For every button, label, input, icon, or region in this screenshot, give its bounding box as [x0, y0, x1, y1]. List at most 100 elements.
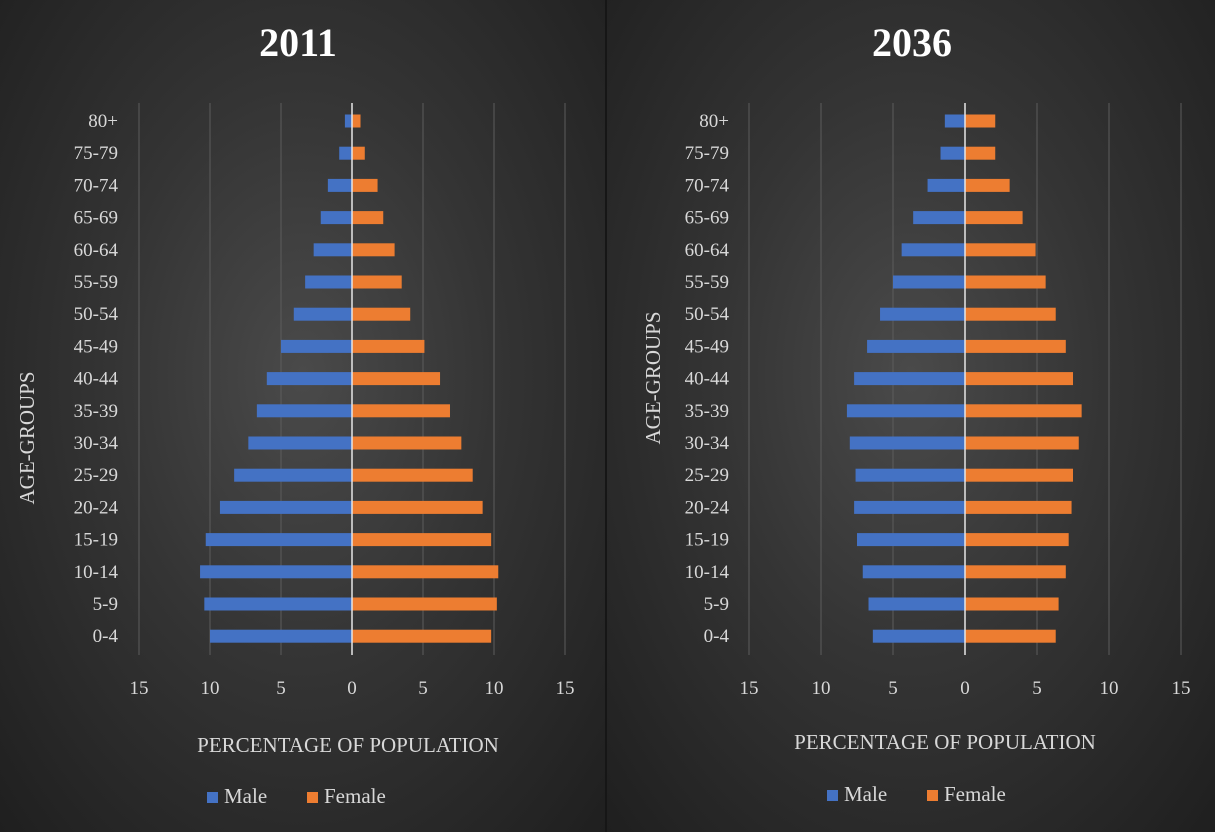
category-label: 0-4 [93, 626, 119, 647]
bar-male-40-44 [854, 372, 965, 386]
category-label: 65-69 [685, 208, 729, 229]
x-tick-label: 5 [888, 678, 898, 699]
legend-male-label: Male [224, 784, 267, 808]
category-label: 0-4 [704, 626, 730, 647]
legend-male-label: Male [844, 782, 887, 806]
bar-male-55-59 [893, 275, 965, 289]
bar-male-15-19 [205, 533, 352, 547]
category-label: 10-14 [685, 562, 730, 583]
bar-male-65-69 [320, 211, 352, 225]
bar-female-20-24 [965, 500, 1072, 514]
category-label: 70-74 [685, 175, 730, 196]
bar-male-55-59 [305, 275, 352, 289]
y-axis-title: AGE-GROUPS [15, 371, 39, 504]
bar-female-25-29 [352, 468, 473, 482]
bar-male-80+ [344, 114, 352, 128]
bar-female-75-79 [965, 146, 996, 160]
x-tick-label: 10 [485, 678, 504, 699]
bar-female-40-44 [352, 372, 441, 386]
category-label: 20-24 [74, 497, 119, 518]
bar-female-45-49 [352, 339, 425, 353]
category-label: 35-39 [685, 401, 729, 422]
bar-male-0-4 [210, 629, 352, 643]
bar-male-35-39 [846, 404, 965, 418]
bar-female-80+ [965, 114, 996, 128]
category-label: 80+ [699, 111, 729, 132]
chart-panel-2011: 2011 80+ 75-79 70-74 65-69 60-64 55-59 50-54 45-… [0, 0, 605, 832]
bar-female-35-39 [352, 404, 450, 418]
bar-male-10-14 [200, 565, 352, 579]
category-label: 75-79 [685, 143, 729, 164]
bar-male-70-74 [927, 178, 965, 192]
x-tick-label: 5 [418, 678, 428, 699]
bar-male-45-49 [281, 339, 352, 353]
legend-male-swatch [827, 790, 838, 801]
x-tick-label: 5 [276, 678, 286, 699]
bar-female-75-79 [352, 146, 365, 160]
x-axis-title: PERCENTAGE OF POPULATION [794, 730, 1096, 754]
bar-female-50-54 [965, 307, 1056, 321]
chart-title: 2036 [872, 20, 952, 65]
bar-male-75-79 [339, 146, 352, 160]
bar-female-5-9 [352, 597, 497, 611]
bar-male-20-24 [219, 500, 352, 514]
bar-male-50-54 [293, 307, 352, 321]
category-label: 40-44 [685, 369, 730, 390]
bar-male-60-64 [901, 243, 965, 257]
chart-panel-2036: 2036 80+ 75-79 70-74 65-69 60-64 55-59 50-54 45-… [607, 0, 1215, 832]
bar-female-80+ [352, 114, 361, 128]
bar-male-30-34 [248, 436, 352, 450]
category-label: 30-34 [74, 433, 119, 454]
bar-female-50-54 [352, 307, 411, 321]
x-axis-title: PERCENTAGE OF POPULATION [197, 733, 499, 757]
category-label: 30-34 [685, 433, 730, 454]
bar-male-10-14 [862, 565, 965, 579]
category-label: 80+ [88, 111, 118, 132]
bar-female-10-14 [352, 565, 499, 579]
legend-male-swatch [207, 792, 218, 803]
bar-male-30-34 [849, 436, 965, 450]
category-label: 40-44 [74, 369, 119, 390]
bar-female-20-24 [352, 500, 483, 514]
bar-male-0-4 [872, 629, 965, 643]
category-label: 75-79 [74, 143, 118, 164]
x-tick-label: 15 [740, 678, 759, 699]
legend-female-label: Female [944, 782, 1006, 806]
chart-title: 2011 [259, 20, 337, 65]
category-label: 45-49 [74, 336, 118, 357]
category-label: 20-24 [685, 497, 730, 518]
category-label: 25-29 [685, 465, 729, 486]
category-label: 45-49 [685, 336, 729, 357]
bar-male-75-79 [940, 146, 965, 160]
legend-female-swatch [927, 790, 938, 801]
bar-male-15-19 [857, 533, 965, 547]
x-tick-label: 15 [130, 678, 149, 699]
bar-male-40-44 [266, 372, 352, 386]
x-tick-label: 15 [1172, 678, 1191, 699]
bar-male-80+ [944, 114, 965, 128]
category-label: 10-14 [74, 562, 119, 583]
x-tick-label: 0 [960, 678, 970, 699]
bar-female-45-49 [965, 339, 1066, 353]
bar-female-60-64 [965, 243, 1036, 257]
x-tick-label: 10 [201, 678, 220, 699]
bar-male-60-64 [313, 243, 352, 257]
bar-female-55-59 [352, 275, 402, 289]
bar-male-70-74 [327, 178, 352, 192]
bar-male-50-54 [880, 307, 965, 321]
category-label: 5-9 [704, 594, 729, 615]
bar-female-65-69 [352, 211, 384, 225]
bar-male-5-9 [204, 597, 352, 611]
category-label: 65-69 [74, 208, 118, 229]
panel-divider [605, 0, 607, 832]
bar-female-15-19 [965, 533, 1069, 547]
x-tick-label: 5 [1032, 678, 1042, 699]
category-label: 35-39 [74, 401, 118, 422]
bar-female-15-19 [352, 533, 492, 547]
bar-male-65-69 [913, 211, 965, 225]
bar-male-20-24 [854, 500, 965, 514]
category-label: 70-74 [74, 175, 119, 196]
x-tick-label: 10 [812, 678, 831, 699]
category-label: 60-64 [685, 240, 730, 261]
